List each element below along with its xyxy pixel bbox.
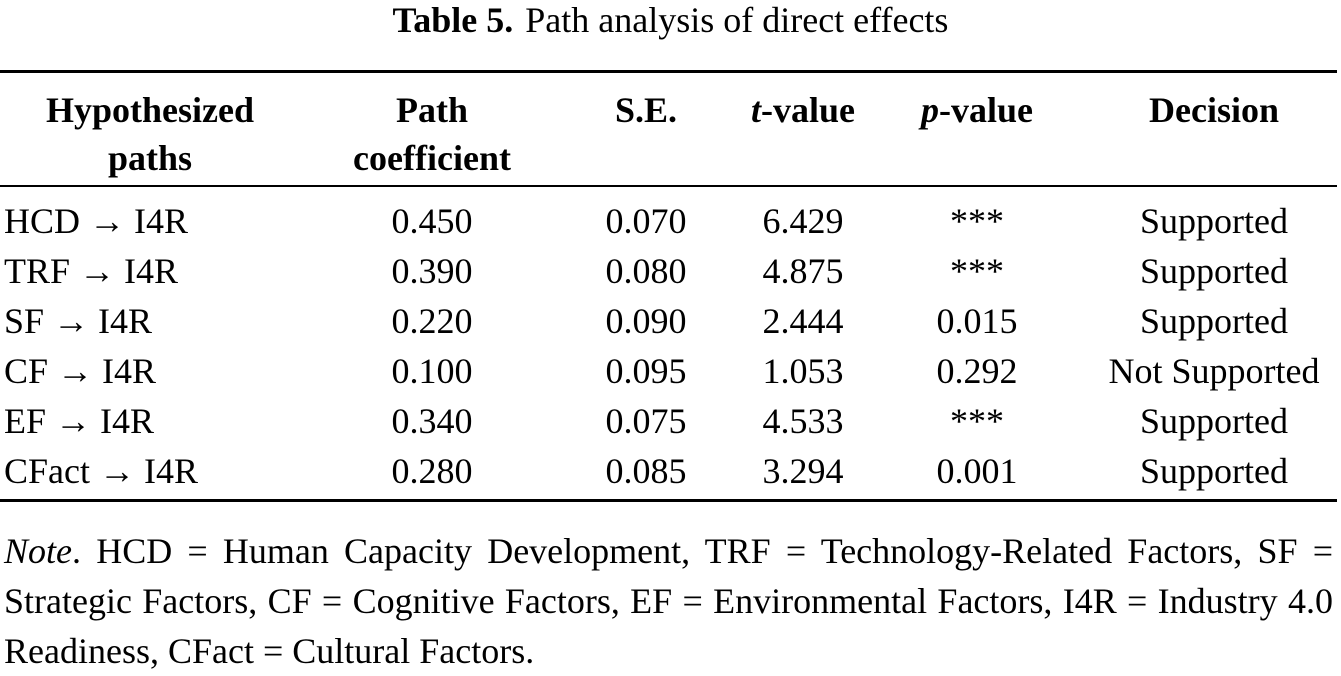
header-decision: Decision — [1149, 90, 1279, 130]
note-label: Note — [4, 531, 72, 571]
header-se: S.E. — [614, 90, 678, 130]
cell-t-value: 1.053 — [762, 351, 844, 391]
table-caption: Table 5. Path analysis of direct effects — [0, 0, 1341, 40]
cell-p-value: *** — [950, 401, 1004, 441]
cell-coefficient: 0.340 — [391, 401, 473, 441]
cell-path: CFact → I4R — [4, 451, 198, 491]
cell-decision: Supported — [1140, 301, 1288, 341]
cell-coefficient: 0.100 — [391, 351, 473, 391]
top-rule — [0, 70, 1337, 73]
table-row: EF → I4R 0.340 0.075 4.533 *** Supported — [0, 396, 1341, 446]
table-label: Table 5. — [392, 0, 514, 40]
cell-p-value: *** — [950, 251, 1004, 291]
cell-se: 0.080 — [605, 251, 687, 291]
cell-p-value: 0.001 — [936, 451, 1018, 491]
cell-decision: Supported — [1140, 201, 1288, 241]
cell-coefficient: 0.280 — [391, 451, 473, 491]
table-row: CFact → I4R 0.280 0.085 3.294 0.001 Supported — [0, 446, 1341, 496]
header-path-coefficient: Path coefficient — [353, 90, 511, 178]
header-t-value: t-value — [750, 90, 855, 130]
cell-t-value: 4.533 — [762, 401, 844, 441]
note-text: . HCD = Human Capacity Development, TRF … — [4, 531, 1333, 671]
table-note: Note. HCD = Human Capacity Development, … — [4, 526, 1333, 676]
cell-se: 0.085 — [605, 451, 687, 491]
table-title: Path analysis of direct effects — [525, 0, 949, 40]
bottom-rule — [0, 499, 1337, 502]
cell-path: EF → I4R — [4, 401, 155, 441]
cell-se: 0.070 — [605, 201, 687, 241]
table-row: TRF → I4R 0.390 0.080 4.875 *** Supported — [0, 246, 1341, 296]
cell-coefficient: 0.450 — [391, 201, 473, 241]
header-p-value: p-value — [921, 90, 1033, 130]
table-row: HCD → I4R 0.450 0.070 6.429 *** Supported — [0, 196, 1341, 246]
cell-se: 0.075 — [605, 401, 687, 441]
table-row: SF → I4R 0.220 0.090 2.444 0.015 Supported — [0, 296, 1341, 346]
cell-decision: Supported — [1140, 251, 1288, 291]
cell-path: CF → I4R — [4, 351, 157, 391]
cell-path: TRF → I4R — [4, 251, 179, 291]
cell-p-value: 0.292 — [936, 351, 1018, 391]
cell-p-value: 0.015 — [936, 301, 1018, 341]
cell-se: 0.090 — [605, 301, 687, 341]
cell-se: 0.095 — [605, 351, 687, 391]
cell-coefficient: 0.220 — [391, 301, 473, 341]
header-rule — [0, 185, 1337, 187]
cell-p-value: *** — [950, 201, 1004, 241]
cell-decision: Supported — [1140, 401, 1288, 441]
cell-t-value: 4.875 — [762, 251, 844, 291]
cell-path: SF → I4R — [4, 301, 153, 341]
cell-decision: Supported — [1140, 451, 1288, 491]
cell-decision: Not Supported — [1108, 351, 1320, 391]
header-hypothesized-paths: Hypothesized paths — [45, 90, 254, 178]
cell-coefficient: 0.390 — [391, 251, 473, 291]
cell-t-value: 3.294 — [762, 451, 844, 491]
cell-path: HCD → I4R — [4, 201, 189, 241]
cell-t-value: 2.444 — [762, 301, 844, 341]
table-row: CF → I4R 0.100 0.095 1.053 0.292 Not Supporte… — [0, 346, 1341, 396]
cell-t-value: 6.429 — [762, 201, 844, 241]
